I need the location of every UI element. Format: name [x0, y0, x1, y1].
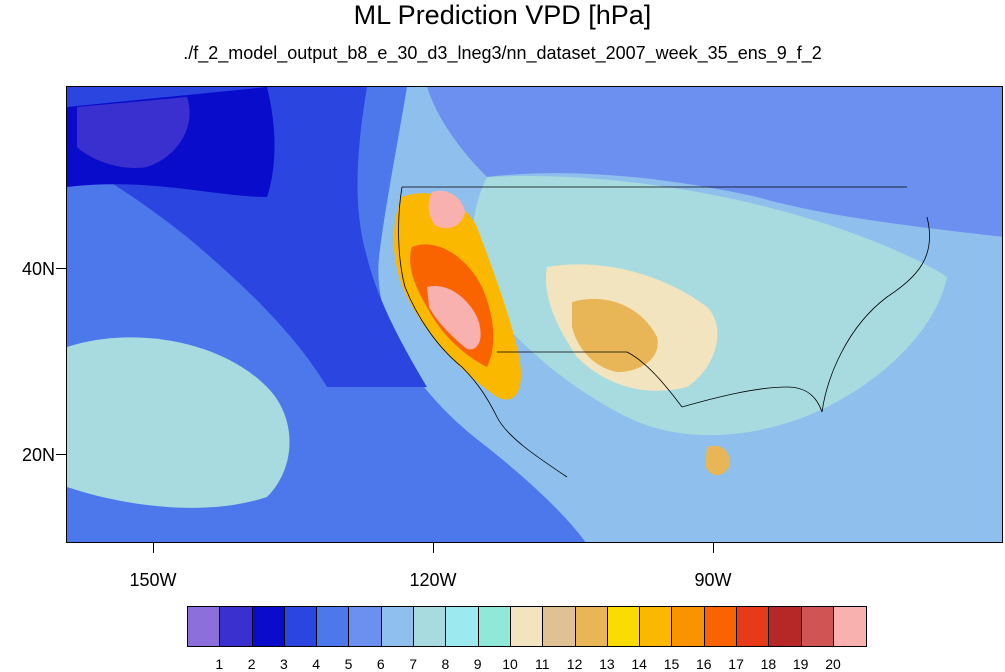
lat-tick-40n-left	[56, 268, 66, 269]
colorbar-swatch	[672, 607, 705, 646]
colorbar-swatch	[446, 607, 479, 646]
lon-tick-150w	[153, 543, 154, 553]
yucatan-high-region	[705, 445, 730, 476]
lat-tick-20n-left	[56, 454, 66, 455]
colorbar-swatch	[543, 607, 576, 646]
colorbar-swatch	[284, 607, 318, 646]
colorbar-swatch	[575, 607, 608, 646]
colorbar-swatch	[737, 607, 770, 646]
colorbar-swatch	[478, 607, 511, 646]
colorbar-label: 17	[728, 656, 744, 672]
southern-plains-high-region	[572, 298, 658, 372]
colorbar-label: 12	[566, 656, 583, 672]
lat-label-40n: 40N	[22, 259, 56, 279]
colorbar-label: 13	[599, 656, 615, 672]
colorbar-swatch	[349, 607, 382, 646]
colorbar-label: 16	[696, 656, 712, 672]
northwest-extreme-region	[428, 190, 465, 229]
colorbar-label: 7	[409, 656, 417, 672]
us-mexico-border	[497, 351, 683, 408]
map-title: ML Prediction VPD [hPa]	[353, 0, 652, 30]
colorbar-label: 18	[760, 656, 777, 672]
colorbar-swatch	[801, 607, 834, 646]
southwest-extreme-region	[427, 286, 481, 350]
map-subtitle: ./f_2_model_output_b8_e_30_d3_lneg3/nn_d…	[183, 43, 822, 63]
colorbar-label: 11	[535, 656, 550, 672]
colorbar-label: 8	[441, 656, 450, 672]
colorbar-swatch	[607, 607, 641, 646]
north-pacific-core-region	[77, 97, 190, 168]
vpd-contour-map	[67, 87, 1002, 542]
colorbar-label: 2	[247, 656, 256, 672]
lon-tick-90w	[713, 543, 714, 553]
colorbar-label: 15	[663, 656, 680, 672]
hawaii-high-region	[67, 337, 290, 508]
pacific-coastline	[398, 186, 568, 478]
colorbar-label: 4	[312, 656, 321, 672]
coastline-and-borders	[398, 186, 930, 478]
colorbar-label: 3	[279, 656, 288, 672]
colorbar-label: 6	[376, 656, 385, 672]
colorbar-label: 14	[631, 656, 647, 672]
colorbar-swatch	[188, 607, 221, 646]
lat-label-20n: 20N	[22, 445, 56, 465]
colorbar-swatch	[833, 607, 867, 646]
colorbar-swatch	[769, 607, 802, 646]
colorbar-swatch	[317, 607, 350, 646]
colorbar-label: 10	[502, 656, 518, 672]
colorbar-label: 9	[473, 656, 482, 672]
conus-mid-region	[471, 176, 947, 436]
lon-label-150w: 150W	[129, 570, 177, 590]
lon-label-90w: 90W	[694, 570, 732, 590]
colorbar-swatch	[704, 607, 738, 646]
colorbar-swatch	[252, 607, 285, 646]
colorbar-label: 5	[344, 656, 353, 672]
gulf-coastline	[681, 386, 823, 413]
vpd-map-panel	[66, 86, 1003, 543]
lon-tick-120w	[433, 543, 434, 553]
colorbar-swatch	[510, 607, 544, 646]
colorbar-label: 20	[825, 656, 841, 672]
colorbar-swatch	[220, 607, 253, 646]
colorbar-swatch	[640, 607, 673, 646]
colorbar	[187, 606, 868, 647]
canada-moderate-region	[427, 87, 1002, 237]
colorbar-swatch	[381, 607, 415, 646]
colorbar-label: 1	[215, 656, 224, 672]
colorbar-label: 19	[792, 656, 809, 672]
colorbar-swatch	[414, 607, 447, 646]
lon-label-120w: 120W	[409, 570, 457, 590]
atlantic-coastline	[821, 216, 930, 413]
